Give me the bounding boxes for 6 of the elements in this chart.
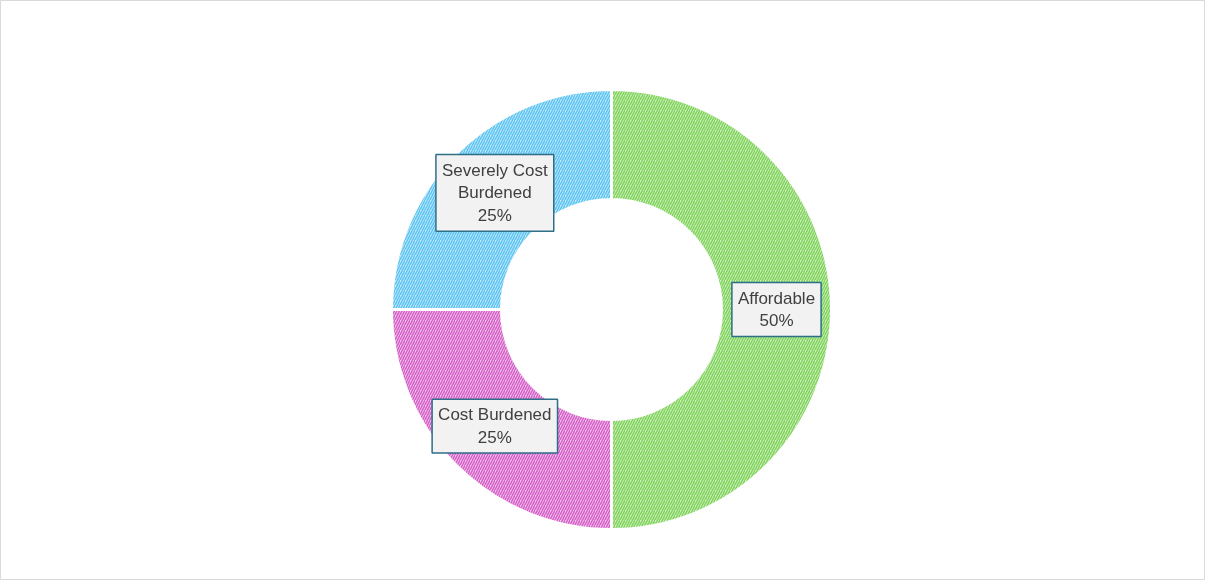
data-label: 25% [477, 428, 512, 448]
slice-label: Cost Burdened [438, 405, 552, 425]
data-label: 25% [477, 206, 512, 226]
slice-label: Severely Cost Burdened [441, 160, 549, 203]
slice-label: Affordable [737, 288, 816, 308]
data-label: 50% [759, 311, 794, 331]
